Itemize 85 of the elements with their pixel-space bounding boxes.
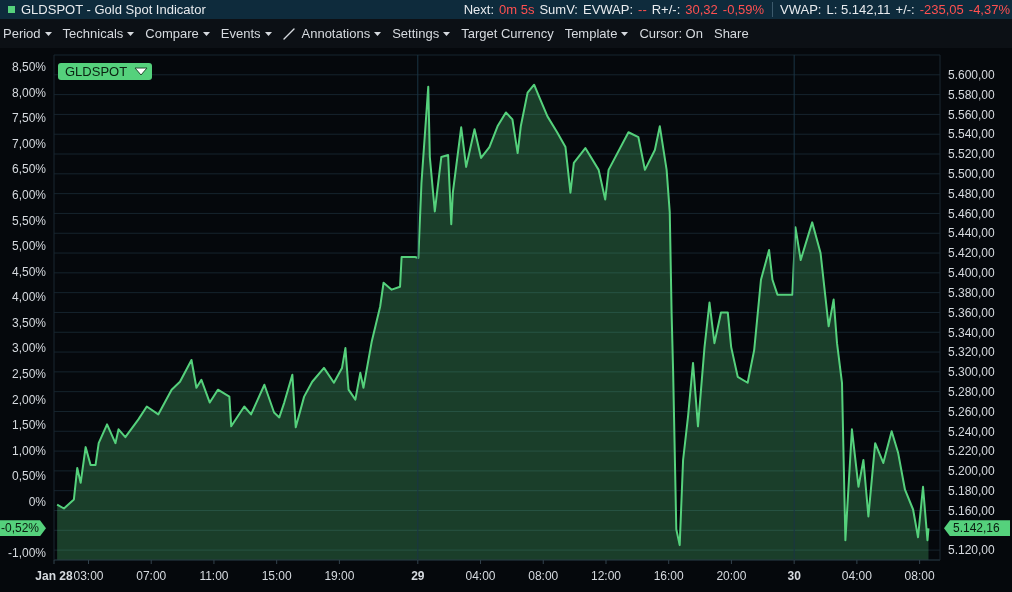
y2-tick-label: 8,50%	[11, 60, 47, 75]
x-tick-label: 03:00	[73, 569, 104, 583]
text: Technicals	[62, 26, 124, 41]
text: Template	[564, 26, 618, 41]
text: Annotations	[301, 26, 371, 41]
text: 5.142,16	[953, 521, 1000, 536]
y2-tick-label: 1,00%	[11, 443, 47, 458]
x-tick-label: 30	[787, 569, 802, 583]
x-tick-label: 08:00	[528, 569, 559, 583]
y-tick-label: 5.380,00	[948, 285, 996, 300]
x-tick-label: 29	[411, 569, 425, 583]
text: -0,52%	[0, 521, 39, 536]
y-tick-label: 5.500,00	[948, 167, 996, 182]
text: Settings	[392, 26, 440, 41]
y-tick-label: 5.320,00	[948, 345, 996, 360]
y-tick-label: 5.400,00	[948, 266, 996, 281]
y-tick-label: 5.360,00	[948, 305, 996, 320]
text: --	[638, 2, 647, 17]
y-tick-label: 5.560,00	[948, 107, 996, 122]
y2-tick-label: 4,50%	[11, 264, 47, 279]
text: 0m 5s	[499, 2, 535, 17]
text: VWAP:	[780, 2, 822, 17]
text: Cursor: On	[639, 26, 703, 41]
text: Share	[713, 26, 749, 41]
y2-tick-label: 2,50%	[11, 367, 47, 382]
y2-tick-label: 3,00%	[11, 341, 47, 356]
y-tick-label: 5.120,00	[948, 543, 996, 558]
text: Period	[3, 26, 41, 41]
y-tick-label: 5.180,00	[948, 483, 996, 498]
y2-tick-label: 5,00%	[11, 239, 47, 254]
y-tick-label: 5.520,00	[948, 147, 996, 162]
y-tick-label: 5.600,00	[948, 68, 996, 83]
y-tick-label: 5.280,00	[948, 384, 996, 399]
y2-tick-label: 3,50%	[11, 315, 47, 330]
text: EVWAP:	[582, 2, 634, 17]
y2-tick-label: 5,50%	[11, 213, 47, 228]
y-tick-label: 5.200,00	[948, 464, 996, 479]
y-tick-label: 5.300,00	[948, 365, 996, 380]
y2-tick-label: 0,50%	[11, 469, 47, 484]
text: Compare	[145, 26, 199, 41]
x-tick-label: 16:00	[653, 569, 685, 583]
text: L: 5.142,11	[826, 2, 891, 17]
y2-tick-label: 8,00%	[11, 85, 47, 100]
chart-title: GLDSPOT - Gold Spot Indicator	[21, 2, 206, 17]
text: Events	[220, 26, 261, 41]
x-tick-label: 08:00	[904, 569, 935, 583]
text: Target Currency	[461, 26, 554, 41]
text: +/-:	[895, 2, 915, 17]
text: -235,05	[919, 2, 964, 17]
y2-tick-label: 1,50%	[11, 418, 47, 433]
y-tick-label: 5.440,00	[948, 226, 996, 241]
y2-tick-label: 7,50%	[11, 111, 47, 126]
x-tick-label: 19:00	[324, 569, 355, 583]
x-tick-label: 20:00	[716, 569, 747, 583]
x-tick-label: 04:00	[465, 569, 496, 583]
x-tick-label: 15:00	[261, 569, 293, 583]
y-tick-label: 5.540,00	[948, 127, 996, 142]
text: R+/-:	[651, 2, 681, 17]
y-tick-label: 5.240,00	[948, 424, 996, 439]
x-tick-label: 12:00	[590, 569, 622, 583]
text: GLDSPOT	[65, 64, 128, 79]
y-tick-label: 5.420,00	[948, 246, 996, 261]
text: Next:	[463, 2, 495, 17]
y2-tick-label: 6,50%	[11, 162, 47, 177]
y-tick-label: 5.160,00	[948, 503, 996, 518]
y-tick-label: 5.220,00	[948, 444, 996, 459]
y2-tick-label: 6,00%	[11, 187, 47, 202]
y-tick-label: 5.460,00	[948, 206, 996, 221]
y2-tick-label: 0%	[28, 494, 47, 509]
x-tick-label: 11:00	[199, 569, 229, 583]
x-tick-label: Jan 28	[35, 569, 74, 583]
y-tick-label: 5.260,00	[948, 404, 996, 419]
text: -0,59%	[722, 2, 765, 17]
y-tick-label: 5.340,00	[948, 325, 996, 340]
y-tick-label: 5.580,00	[948, 87, 996, 102]
y-tick-label: 5.480,00	[948, 186, 996, 201]
y2-tick-label: 7,00%	[11, 136, 47, 151]
text: -4,37%	[968, 2, 1010, 17]
text: SumV:	[539, 2, 578, 17]
y2-tick-label: -1,00%	[7, 546, 47, 561]
text: 30,32	[685, 2, 718, 17]
x-tick-label: 07:00	[136, 569, 167, 583]
y2-tick-label: 2,00%	[11, 392, 47, 407]
x-tick-label: 04:00	[841, 569, 873, 583]
y2-tick-label: 4,00%	[11, 290, 47, 305]
